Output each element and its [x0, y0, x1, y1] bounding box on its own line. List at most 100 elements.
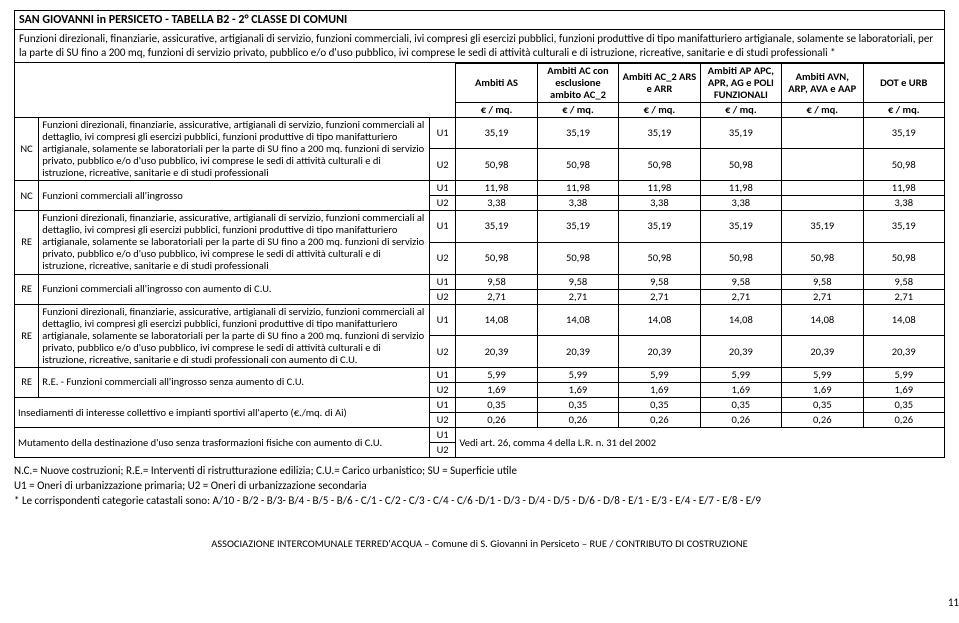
- value-cell: 0,35: [537, 398, 618, 413]
- value-cell: 0,26: [537, 413, 618, 428]
- value-cell: 50,98: [456, 149, 537, 181]
- u-label: U2: [429, 336, 455, 368]
- value-cell: 2,71: [537, 289, 618, 304]
- u-label: U1: [429, 117, 455, 149]
- page-title: SAN GIOVANNI in PERSICETO - TABELLA B2 -…: [14, 10, 945, 30]
- value-cell: 1,69: [863, 383, 945, 398]
- value-cell: 14,08: [537, 304, 618, 336]
- value-cell: 35,19: [619, 117, 700, 149]
- value-cell: [782, 181, 863, 196]
- value-cell: 14,08: [863, 304, 945, 336]
- row-code: NC: [15, 117, 39, 180]
- value-cell: 35,19: [700, 117, 781, 149]
- note-line: N.C.= Nuove costruzioni; R.E.= Intervent…: [14, 464, 945, 479]
- value-cell: 5,99: [700, 367, 781, 382]
- value-cell: 11,98: [456, 181, 537, 196]
- value-cell: 50,98: [700, 149, 781, 181]
- value-cell: 2,71: [782, 289, 863, 304]
- row-code: RE: [15, 211, 39, 274]
- value-cell: 0,26: [700, 413, 781, 428]
- u-label: U2: [429, 196, 455, 211]
- value-cell: 11,98: [619, 181, 700, 196]
- value-cell: 11,98: [863, 181, 945, 196]
- value-cell: 9,58: [619, 274, 700, 289]
- value-cell: 11,98: [537, 181, 618, 196]
- u-label: U2: [429, 149, 455, 181]
- value-cell: 3,38: [456, 196, 537, 211]
- value-cell: 0,26: [782, 413, 863, 428]
- value-cell: 35,19: [700, 211, 781, 243]
- value-cell: 50,98: [456, 242, 537, 274]
- value-cell: 35,19: [537, 117, 618, 149]
- u-label: U2: [429, 289, 455, 304]
- value-cell: 5,99: [782, 367, 863, 382]
- th-dot: DOT e URB: [863, 63, 945, 102]
- value-cell: 35,19: [782, 211, 863, 243]
- value-cell: 50,98: [863, 242, 945, 274]
- value-cell: 0,35: [700, 398, 781, 413]
- notes-block: N.C.= Nuove costruzioni; R.E.= Intervent…: [14, 464, 945, 509]
- value-cell: 35,19: [863, 211, 945, 243]
- th-unit: € / mq.: [700, 102, 781, 117]
- row-code: RE: [15, 304, 39, 367]
- value-cell: 50,98: [619, 242, 700, 274]
- value-cell: 0,26: [456, 413, 537, 428]
- row-desc: Funzioni direzionali, finanziarie, assic…: [39, 117, 430, 180]
- th-ambiti-ac: Ambiti AC con esclusione ambito AC_2: [537, 63, 618, 102]
- th-unit: € / mq.: [456, 102, 537, 117]
- th-ambiti-as: Ambiti AS: [456, 63, 537, 102]
- value-cell: 9,58: [782, 274, 863, 289]
- value-cell: 1,69: [619, 383, 700, 398]
- value-cell: 11,98: [700, 181, 781, 196]
- mutamento-desc: Mutamento della destinazione d'uso senza…: [15, 428, 430, 458]
- row-desc: Funzioni direzionali, finanziarie, assic…: [39, 211, 430, 274]
- value-cell: 0,35: [782, 398, 863, 413]
- u-label: U1: [429, 304, 455, 336]
- value-cell: 20,39: [782, 336, 863, 368]
- u-label: U1: [429, 211, 455, 243]
- value-cell: 3,38: [619, 196, 700, 211]
- value-cell: 20,39: [619, 336, 700, 368]
- th-unit: € / mq.: [863, 102, 945, 117]
- value-cell: 2,71: [619, 289, 700, 304]
- row-desc: Funzioni commerciali all'ingrosso: [39, 181, 430, 211]
- u-label: U1: [429, 274, 455, 289]
- value-cell: 2,71: [863, 289, 945, 304]
- value-cell: 20,39: [537, 336, 618, 368]
- u-label: U2: [429, 383, 455, 398]
- row-code: RE: [15, 274, 39, 304]
- value-cell: [782, 149, 863, 181]
- u-label: U2: [429, 443, 455, 458]
- value-cell: 50,98: [782, 242, 863, 274]
- value-cell: 5,99: [863, 367, 945, 382]
- value-cell: 5,99: [537, 367, 618, 382]
- value-cell: 5,99: [619, 367, 700, 382]
- intro-text: Funzioni direzionali, finanziarie, assic…: [14, 30, 945, 63]
- mutamento-note: Vedi art. 26, comma 4 della L.R. n. 31 d…: [456, 428, 945, 458]
- u-label: U1: [429, 367, 455, 382]
- value-cell: [782, 196, 863, 211]
- value-cell: 2,71: [700, 289, 781, 304]
- value-cell: 1,69: [456, 383, 537, 398]
- th-ambiti-avn: Ambiti AVN, ARP, AVA e AAP: [782, 63, 863, 102]
- value-cell: 0,35: [619, 398, 700, 413]
- u-label: U2: [429, 242, 455, 274]
- row-desc: Funzioni direzionali, finanziarie, assic…: [39, 304, 430, 367]
- th-unit: € / mq.: [619, 102, 700, 117]
- value-cell: 1,69: [700, 383, 781, 398]
- value-cell: [782, 117, 863, 149]
- page-number: 11: [948, 596, 959, 609]
- footer-text: ASSOCIAZIONE INTERCOMUNALE TERRED'ACQUA …: [14, 537, 945, 550]
- value-cell: 50,98: [537, 149, 618, 181]
- value-cell: 0,35: [456, 398, 537, 413]
- u-label: U1: [429, 181, 455, 196]
- u-label: U1: [429, 428, 455, 443]
- value-cell: 0,26: [863, 413, 945, 428]
- th-unit: € / mq.: [537, 102, 618, 117]
- value-cell: 35,19: [619, 211, 700, 243]
- value-cell: 0,26: [619, 413, 700, 428]
- insediamenti-desc: Insediamenti di interesse collettivo e i…: [15, 398, 430, 428]
- th-ambiti-ac2: Ambiti AC_2 ARS e ARR: [619, 63, 700, 102]
- value-cell: 14,08: [619, 304, 700, 336]
- value-cell: 2,71: [456, 289, 537, 304]
